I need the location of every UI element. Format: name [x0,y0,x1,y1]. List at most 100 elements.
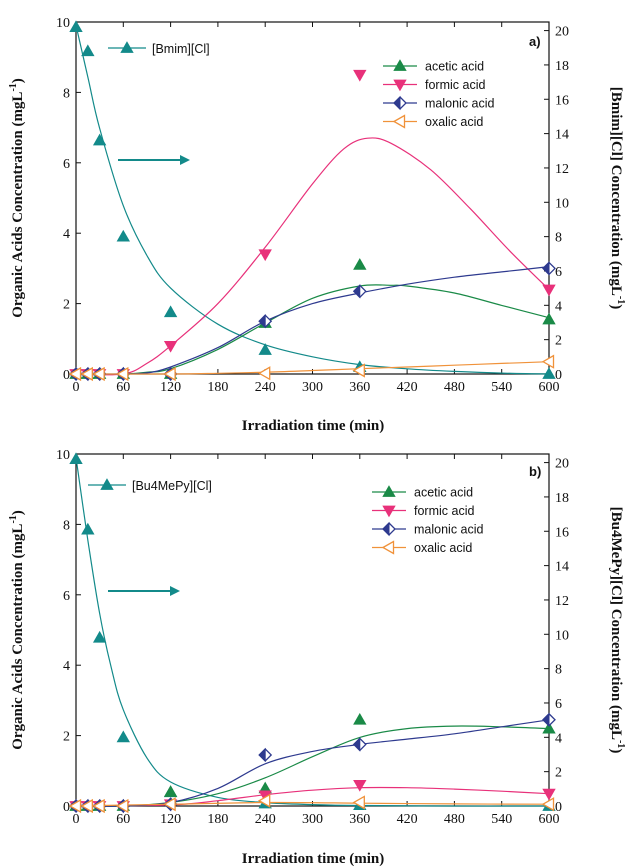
panel-b-series-malonic-acid-curve [75,719,550,807]
panel-b-y2-axis-label: [Bu4MePy][Cl] Concentration (mgL-1) [608,507,626,754]
panel-a-series-malonic-acid-curve [75,266,550,375]
panel-a-y-axis-label: Organic Acids Concentration (mgL-1) [8,78,26,318]
panel-a-x-tick-label: 300 [302,380,323,395]
panel-b-y2-tick-label: 18 [555,491,569,506]
panel-b-series-acetic-acid-point [542,721,556,734]
panel-a-series-formic-acid-curve [75,137,550,376]
panel-b-legend-marker-fill [382,521,390,537]
panel-b-series-malonic-acid-point-fill [258,747,266,763]
panel-b-y2-tick-label: 14 [555,560,569,575]
panel-a-series-bmim-cl-point [542,367,556,379]
panel-b-series-oxalic-acid-point [257,793,271,808]
panel-a-y2-axis-label-sup: -1 [615,296,626,304]
panel-a-y2-tick-label: 2 [555,334,562,349]
panel-a-series-acetic-acid-curve [75,284,550,375]
panel-b-series-malonic-acid-point [542,712,556,727]
panel-a-y-tick-label: 10 [56,16,70,31]
panel-b-series-malonic-acid-point-fill [353,737,361,752]
panel-a-series-formic-acid-point [163,340,178,353]
panel-b-legend-marker [382,521,396,537]
panel-a-y2-tick-label: 18 [555,59,569,74]
panel-a-series-oxalic-acid-point [352,363,365,378]
panel-b-y-axis-label: Organic Acids Concentration (mgL-1) [8,510,26,750]
panel-b-series-oxalic-acid-point [68,798,82,814]
panel-a-y2-axis-label-close: ) [608,304,624,309]
panel-b-y-axis-label-text: Organic Acids Concentration (mgL [10,524,26,750]
panel-b-series-acetic-acid-point [353,712,367,725]
panel-b-legend-label: acetic acid [414,486,473,500]
panel-a-x-tick-label: 0 [73,380,80,395]
panel-a-y2-tick-label: 4 [555,299,562,314]
panel-b-series-formic-acid-point [353,779,367,792]
panel-b-y2-tick-label: 8 [555,663,562,678]
panel-a-x-tick-label: 240 [255,380,276,395]
panel-b-legend-label: oxalic acid [414,541,472,555]
panel-a-arrow-head [180,155,190,165]
panel-b-y2-tick-label: 4 [555,731,562,746]
panel-b-series-oxalic-acid-point [352,795,365,810]
panel-a-y-tick-label: 4 [63,227,70,242]
panel-a-y-axis-label-close: ) [10,78,26,83]
panel-a-y2-tick-label: 10 [555,196,569,211]
panel-a-series-malonic-acid-point-fill [258,313,266,329]
panel-b-series-bu4mepy-cl-point [116,730,130,743]
panel-a-legend-label: malonic acid [425,97,495,111]
panel-a-y2-axis-label: [Bmim][Cl] Concentration (mgL-1) [608,87,626,309]
panel-b-y-tick-label: 10 [56,448,70,463]
panel-b-plot-frame [75,453,550,807]
panel-b-ion-legend: [Bu4MePy][Cl] [88,478,212,493]
panel-b-legend-label: formic acid [414,504,474,518]
panel-a-series-malonic-acid-point [542,261,556,276]
panel-a-series-oxalic-acid-point [68,366,82,382]
panel-b-legend-label: malonic acid [414,523,484,537]
panel-a-legend-label: formic acid [425,78,485,92]
panel-b-series-oxalic-acid-curve [75,801,550,807]
panel-a-label: a) [529,34,541,49]
panel-a-y2-tick-label: 6 [555,265,562,280]
panel-a-series-oxalic-acid-point [80,366,93,382]
panel-a-series-bmim-cl-point [258,343,272,355]
panel-b-y2-tick-label: 0 [555,800,562,815]
panel-a-x-tick-label: 360 [349,380,370,395]
panel-a-x-tick-label: 540 [491,380,512,395]
panel-a-series-bmim-cl-point [69,20,83,33]
panel-b-series-formic-acid-point [542,788,556,801]
panel-a-ion-legend-label: [Bmim][Cl] [152,42,210,56]
panel-b-series-bu4mepy-cl-curve [75,457,550,807]
panel-a-x-tick-label: 480 [444,380,465,395]
panel-a-series-malonic-acid-point [258,313,273,329]
panel-a-series-malonic-acid-point [352,284,367,299]
panel-b-x-tick-label: 0 [73,812,80,827]
panel-a-legend: acetic acid formic acid malonic acid oxalic… [383,59,495,129]
panel-b-x-tick-label: 360 [349,812,370,827]
panel-a-series-formic-acid-point [542,284,556,297]
panel-b-series-oxalic-acid-point [163,797,176,812]
panel-a-series-formic-acid-point [353,69,367,82]
panel-a-y-axis-label-sup: -1 [8,83,19,91]
panel-b-series-bu4mepy-cl-point [92,630,107,643]
panel-b-y-tick-label: 2 [63,730,70,745]
panel-b-x-tick-label: 300 [302,812,323,827]
panel-a-y-tick-label: 6 [63,157,70,172]
panel-a-legend-marker [392,114,406,129]
panel-a-y2-tick-label: 14 [555,128,569,143]
panel-b-y2-axis-label-close: ) [608,748,624,753]
panel-a-series-bmim-cl-point [81,44,95,57]
panel-a-series-oxalic-acid-point [115,366,129,382]
panel-a-y2-tick-label: 12 [555,162,569,177]
panel-b-x-tick-label: 240 [255,812,276,827]
panel-a-y2-axis-label-text: [Bmim][Cl] Concentration (mgL [608,87,624,296]
panel-a-y2-tick-label: 20 [555,25,569,40]
panel-b-series-malonic-acid-point [258,747,273,763]
panel-b-y-axis-label-close: ) [10,510,26,515]
panel-b-y-tick-label: 8 [63,518,70,533]
panel-b-ion-legend-label: [Bu4MePy][Cl] [132,479,212,493]
panel-b-x-tick-label: 600 [539,812,560,827]
panel-a-series-formic-acid-point [258,249,272,262]
panel-b-y2-tick-label: 16 [555,525,569,540]
panel-a-series-bmim-cl-point [116,229,130,242]
panel-b-x-tick-label: 60 [116,812,130,827]
panel-a-axis-arrow [118,155,190,165]
panel-a-plot-frame [75,21,550,375]
